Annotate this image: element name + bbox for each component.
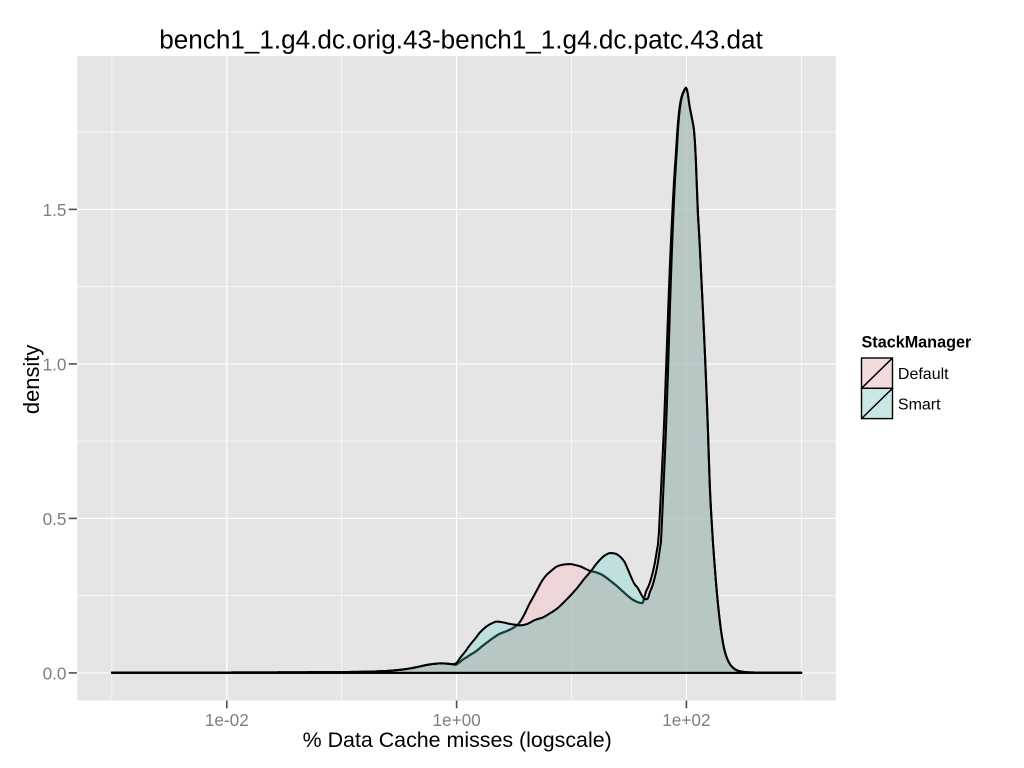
svg-text:1e+02: 1e+02 bbox=[662, 710, 710, 730]
svg-text:1.0: 1.0 bbox=[43, 355, 67, 375]
svg-text:Smart: Smart bbox=[898, 397, 941, 414]
svg-text:1e+00: 1e+00 bbox=[432, 710, 480, 730]
svg-text:density: density bbox=[19, 345, 44, 414]
svg-text:0.0: 0.0 bbox=[43, 664, 67, 684]
svg-text:bench1_1.g4.dc.orig.43-bench1_: bench1_1.g4.dc.orig.43-bench1_1.g4.dc.pa… bbox=[159, 24, 763, 54]
svg-text:% Data Cache misses (logscale): % Data Cache misses (logscale) bbox=[303, 728, 612, 752]
svg-text:Default: Default bbox=[898, 366, 949, 383]
svg-text:1.5: 1.5 bbox=[43, 200, 67, 220]
svg-text:1e-02: 1e-02 bbox=[205, 710, 249, 730]
svg-text:StackManager: StackManager bbox=[862, 334, 972, 352]
svg-text:0.5: 0.5 bbox=[43, 509, 67, 529]
